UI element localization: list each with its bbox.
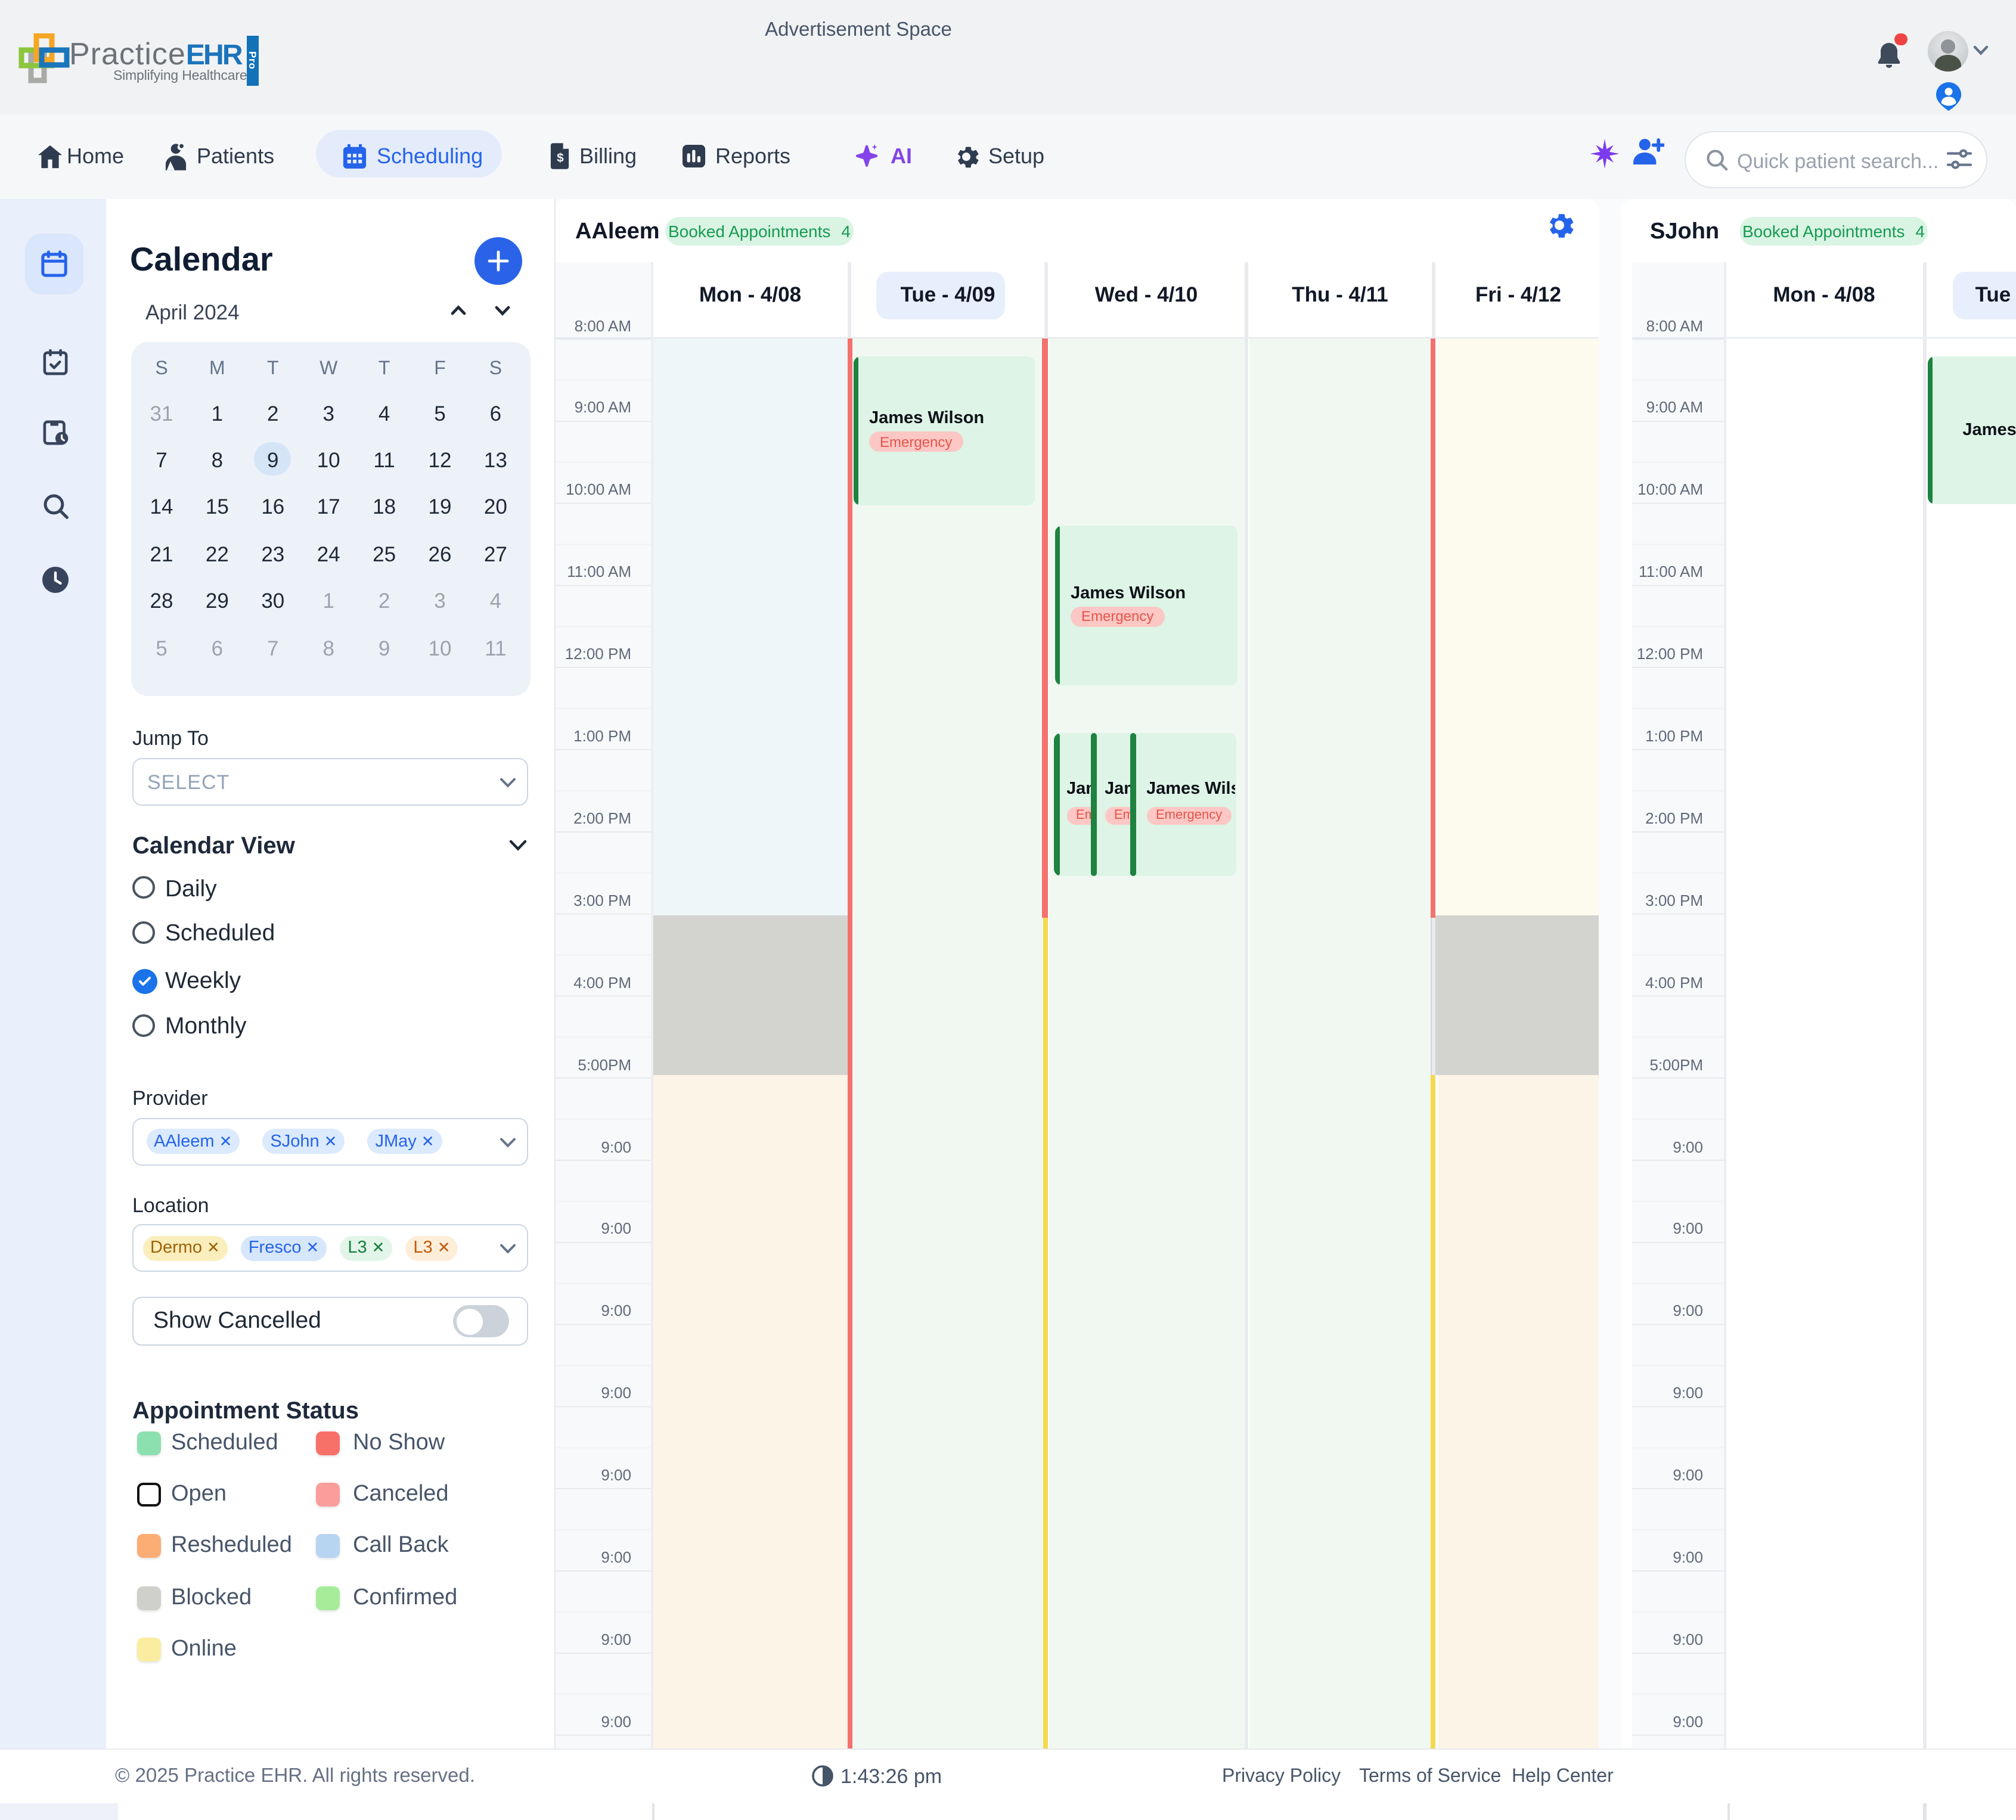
svg-text:$: $ [557, 151, 564, 165]
